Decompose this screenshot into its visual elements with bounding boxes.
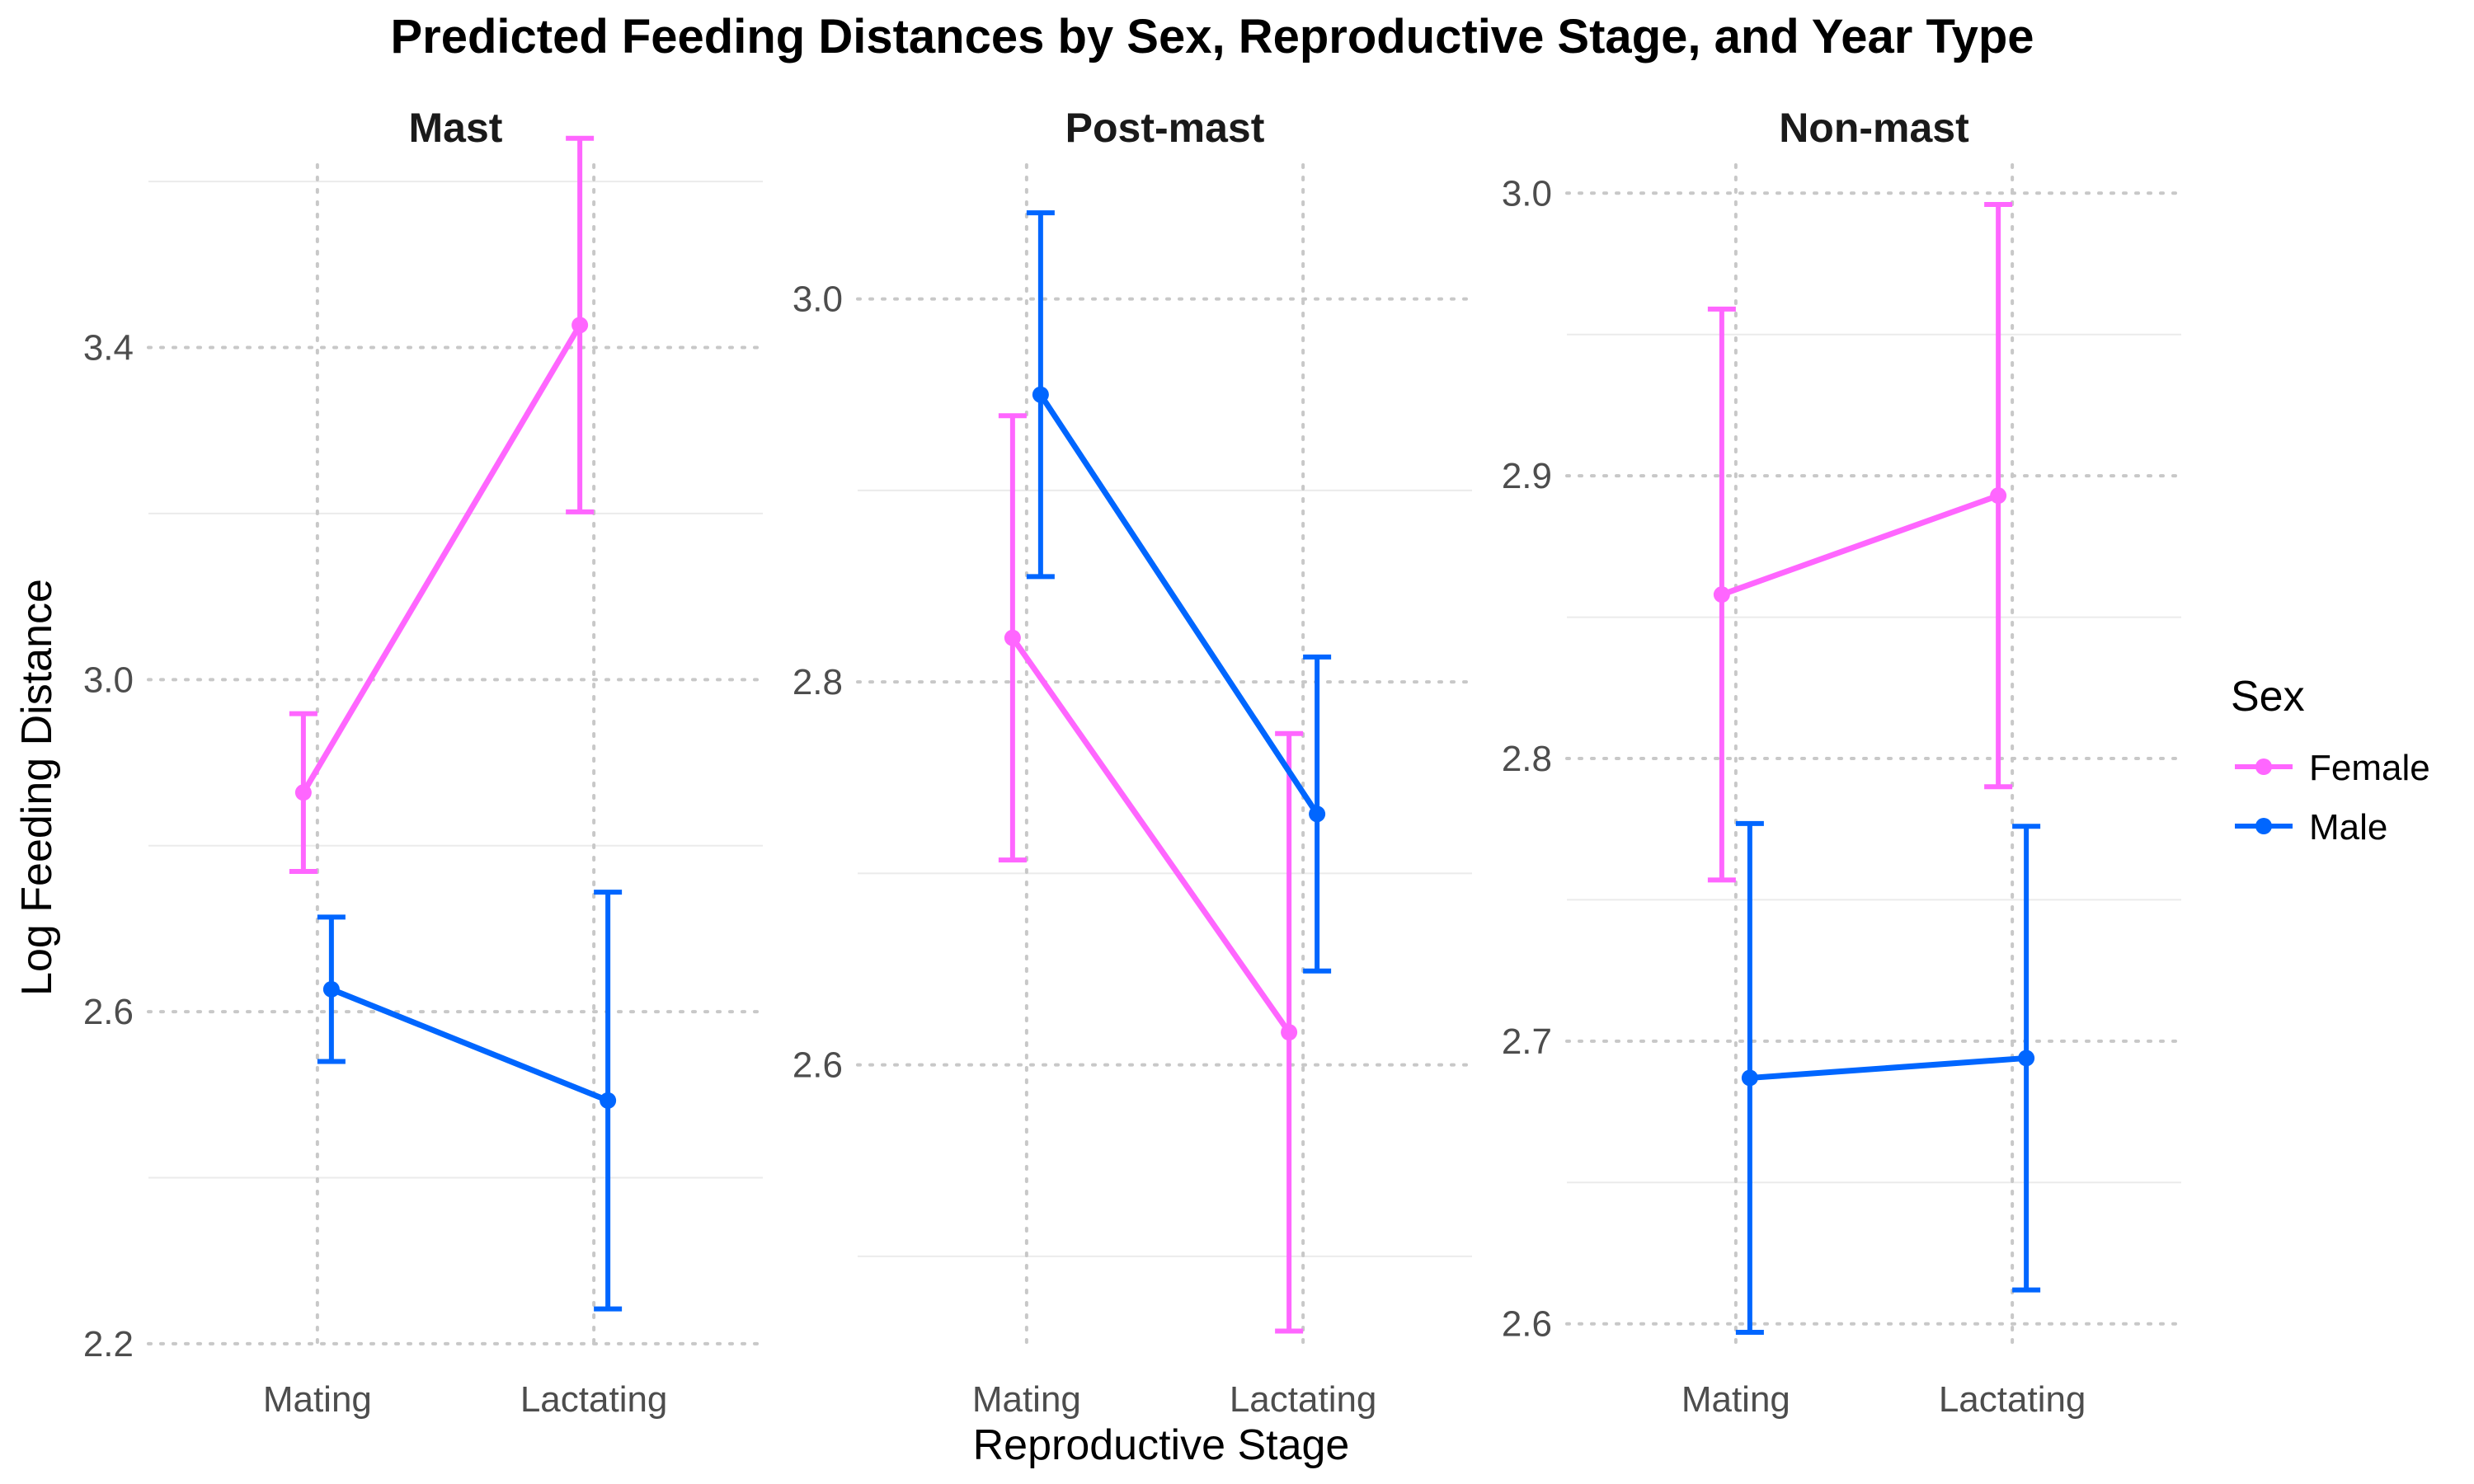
x-tick-label: Mating [1681, 1379, 1790, 1420]
x-tick-label: Mating [972, 1379, 1081, 1420]
legend-key-male-point [2255, 818, 2272, 834]
panel-mast: 2.2 2.6 3.0 3.4 Mating Lactating Mast [83, 105, 764, 1420]
x-tick-label: Mating [263, 1379, 372, 1420]
series-line-male [330, 986, 609, 1104]
y-tick-label: 2.6 [83, 992, 134, 1032]
y-tick-label: 3.4 [83, 328, 134, 369]
x-tick-label: Lactating [520, 1379, 668, 1420]
data-point-female [294, 784, 312, 801]
y-axis-title: Log Feeding Distance [13, 579, 61, 996]
x-tick-label: Lactating [1939, 1379, 2086, 1420]
data-point-male [600, 1092, 617, 1109]
data-point-female [1713, 586, 1730, 603]
legend-label-male: Male [2309, 807, 2387, 848]
x-axis-title: Reproductive Stage [973, 1421, 1350, 1469]
y-tick-label: 3.0 [793, 279, 843, 320]
facet-title: Mast [409, 105, 503, 151]
legend-entry-female: Female [2235, 748, 2430, 788]
series-line-female [300, 323, 583, 795]
data-point-male [2018, 1050, 2035, 1067]
data-point-male [1741, 1069, 1758, 1087]
y-tick-label: 3.0 [1502, 173, 1552, 214]
panel-non-mast: 2.6 2.7 2.8 2.9 3.0 Mating Lactating Non-mast [1502, 105, 2183, 1420]
facet-title: Non-mast [1779, 105, 1969, 151]
y-tick-label: 2.7 [1502, 1021, 1552, 1062]
y-tick-label: 2.6 [793, 1045, 843, 1086]
legend-key-female-point [2255, 758, 2272, 775]
panel-post-mast: 2.6 2.8 3.0 Mating Lactating Post-mast [793, 105, 1474, 1420]
panels: 2.2 2.6 3.0 3.4 Mating Lactating Mast 2.6 2.8 3.0… [83, 105, 2183, 1420]
series-line-male [1037, 392, 1320, 816]
legend: Sex Female Male [2231, 673, 2430, 848]
y-tick-label: 3.0 [83, 660, 134, 700]
data-point-male [322, 980, 340, 998]
y-tick-label: 2.6 [1502, 1304, 1552, 1345]
data-point-female [571, 317, 589, 334]
data-point-female [1004, 629, 1021, 646]
legend-label-female: Female [2309, 748, 2430, 788]
y-tick-label: 2.2 [83, 1324, 134, 1364]
x-tick-label: Lactating [1230, 1379, 1377, 1420]
series-line-female [1720, 492, 2000, 598]
series-line-female [1010, 636, 1291, 1035]
data-point-male [1309, 805, 1326, 823]
series-line-male [1749, 1054, 2027, 1081]
data-point-male [1032, 386, 1049, 403]
legend-entry-male: Male [2235, 807, 2387, 848]
facet-title: Post-mast [1065, 105, 1265, 151]
legend-title: Sex [2231, 673, 2305, 721]
y-tick-label: 2.8 [1502, 739, 1552, 779]
y-tick-label: 2.9 [1502, 456, 1552, 496]
data-point-female [1281, 1024, 1298, 1041]
data-point-female [1990, 487, 2007, 505]
y-tick-label: 2.8 [793, 662, 843, 702]
chart-title: Predicted Feeding Distances by Sex, Repr… [390, 10, 2034, 63]
